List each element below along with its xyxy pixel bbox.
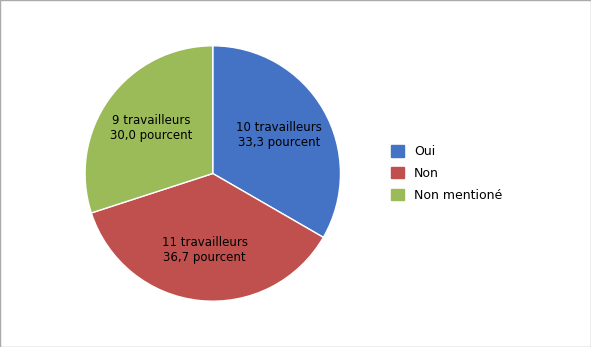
Text: 10 travailleurs
33,3 pourcent: 10 travailleurs 33,3 pourcent <box>236 121 322 149</box>
Text: 11 travailleurs
36,7 pourcent: 11 travailleurs 36,7 pourcent <box>162 236 248 264</box>
Wedge shape <box>92 174 323 301</box>
Wedge shape <box>85 46 213 213</box>
Legend: Oui, Non, Non mentioné: Oui, Non, Non mentioné <box>385 139 508 208</box>
Wedge shape <box>213 46 340 237</box>
Text: 9 travailleurs
30,0 pourcent: 9 travailleurs 30,0 pourcent <box>109 115 192 143</box>
